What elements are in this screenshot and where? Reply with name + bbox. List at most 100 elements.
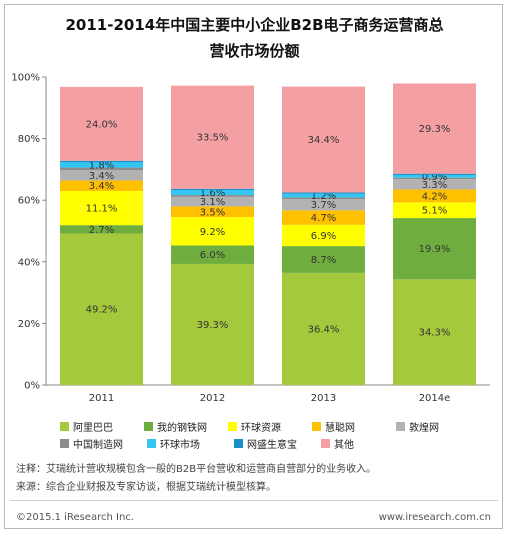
chart-title-line2: 营收市场份额 xyxy=(209,42,300,60)
bar-segment xyxy=(282,210,365,225)
data-label: 4.2% xyxy=(422,191,447,202)
bar-segment xyxy=(60,170,143,181)
legend-swatch xyxy=(60,439,69,448)
legend-label: 阿里巴巴 xyxy=(73,423,113,434)
legend-label: 慧聪网 xyxy=(325,423,355,434)
bar-segment xyxy=(282,193,365,198)
bar-segment xyxy=(393,173,476,175)
data-label: 39.3% xyxy=(197,320,229,331)
data-label: 1.6% xyxy=(200,188,225,199)
legend-item: 我的钢铁网 xyxy=(144,418,228,435)
bar-segment xyxy=(171,194,254,197)
legend-swatch xyxy=(234,439,243,448)
bar-segment xyxy=(60,225,143,234)
bar-segment xyxy=(60,167,143,171)
data-label: 8.7% xyxy=(311,255,336,266)
data-label: 3.4% xyxy=(89,181,114,192)
bar-segment xyxy=(60,160,143,163)
legend-label: 我的钢铁网 xyxy=(157,423,207,434)
legend-swatch xyxy=(312,422,321,431)
y-tick-label: 40% xyxy=(18,257,40,268)
bar-segment xyxy=(393,174,476,178)
y-tick-label: 0% xyxy=(24,381,40,392)
data-label: 11.1% xyxy=(86,204,118,215)
legend-swatch xyxy=(228,422,237,431)
bar-segment xyxy=(60,86,143,161)
bar-segment xyxy=(393,177,476,180)
data-label: 0.9% xyxy=(422,172,447,183)
legend-label: 网盛生意宝 xyxy=(247,440,297,451)
legend-label: 其他 xyxy=(334,440,354,451)
legend-item: 环球市场 xyxy=(147,435,234,452)
y-tick-label: 100% xyxy=(11,73,40,84)
data-label: 3.5% xyxy=(200,207,225,218)
data-label: 34.4% xyxy=(308,135,340,146)
bar-segment xyxy=(282,246,365,273)
data-label: 3.1% xyxy=(200,197,225,208)
data-label: 3.4% xyxy=(89,171,114,182)
chart-frame xyxy=(4,4,503,529)
bar-segment xyxy=(60,162,143,168)
y-tick-label: 80% xyxy=(18,134,40,145)
bar-segment xyxy=(393,279,476,385)
bar-segment xyxy=(60,180,143,191)
bar-segment xyxy=(171,196,254,207)
chart-title-line1: 2011-2014年中国主要中小企业B2B电子商务运营商总 xyxy=(65,16,444,34)
bar-segment xyxy=(393,202,476,219)
data-label: 33.5% xyxy=(197,133,229,144)
data-label: 36.4% xyxy=(308,324,340,335)
data-label: 6.0% xyxy=(200,250,225,261)
legend-item: 敦煌网 xyxy=(396,418,480,435)
data-label: 29.3% xyxy=(419,124,451,135)
data-label: 24.0% xyxy=(86,119,118,130)
bar-segment xyxy=(171,263,254,385)
bar-segment xyxy=(282,198,365,211)
data-label: 3.7% xyxy=(311,200,336,211)
legend-swatch xyxy=(321,439,330,448)
x-tick-label: 2011 xyxy=(89,393,114,404)
bar-segment xyxy=(60,233,143,385)
legend-swatch xyxy=(144,422,153,431)
legend-label: 环球市场 xyxy=(160,440,200,451)
bar-segment xyxy=(282,224,365,247)
legend-label: 环球资源 xyxy=(241,423,281,434)
bar-segment xyxy=(393,218,476,280)
legend-item: 环球资源 xyxy=(228,418,312,435)
data-label: 6.9% xyxy=(311,231,336,242)
x-tick-label: 2012 xyxy=(200,393,225,404)
legend-row-2: 中国制造网 环球市场 网盛生意宝 其他 xyxy=(60,435,480,452)
bar-segment xyxy=(282,86,365,193)
legend-swatch xyxy=(60,422,69,431)
legend-swatch xyxy=(396,422,405,431)
x-tick-label: 2014e xyxy=(419,393,451,404)
data-label: 34.3% xyxy=(419,328,451,339)
y-tick-label: 60% xyxy=(18,196,40,207)
bar-segment xyxy=(282,272,365,385)
bar-segment xyxy=(171,190,254,195)
bar-segment xyxy=(60,190,143,226)
y-tick-label: 20% xyxy=(18,319,40,330)
chart-source: 来源：综合企业财报及专家访谈，根据艾瑞统计模型核算。 xyxy=(16,482,276,493)
bar-segment xyxy=(393,189,476,203)
data-label: 19.9% xyxy=(419,244,451,255)
legend: 阿里巴巴 我的钢铁网 环球资源 慧聪网 敦煌网 中国制造网 环球市场 网盛生意宝 其他 xyxy=(60,418,480,452)
bar-segment xyxy=(282,197,365,199)
data-label: 1.2% xyxy=(311,191,336,202)
data-label: 49.2% xyxy=(86,305,118,316)
x-tick-label: 2013 xyxy=(311,393,336,404)
bar-segment xyxy=(171,206,254,218)
footer-divider xyxy=(10,500,498,501)
bar-segment xyxy=(171,188,254,191)
bar-segment xyxy=(282,192,365,194)
bar-segment xyxy=(171,85,254,189)
data-label: 9.2% xyxy=(200,227,225,238)
chart-note: 注释：艾瑞统计营收规模包含一般的B2B平台营收和运营商自营部分的业务收入。 xyxy=(16,464,377,475)
legend-item: 慧聪网 xyxy=(312,418,396,435)
bar-segment xyxy=(393,83,476,174)
legend-item: 网盛生意宝 xyxy=(234,435,321,452)
legend-row-1: 阿里巴巴 我的钢铁网 环球资源 慧聪网 敦煌网 xyxy=(60,418,480,435)
copyright-text: ©2015.1 iResearch Inc. xyxy=(16,512,134,523)
bar-segment xyxy=(171,217,254,246)
legend-item: 中国制造网 xyxy=(60,435,147,452)
